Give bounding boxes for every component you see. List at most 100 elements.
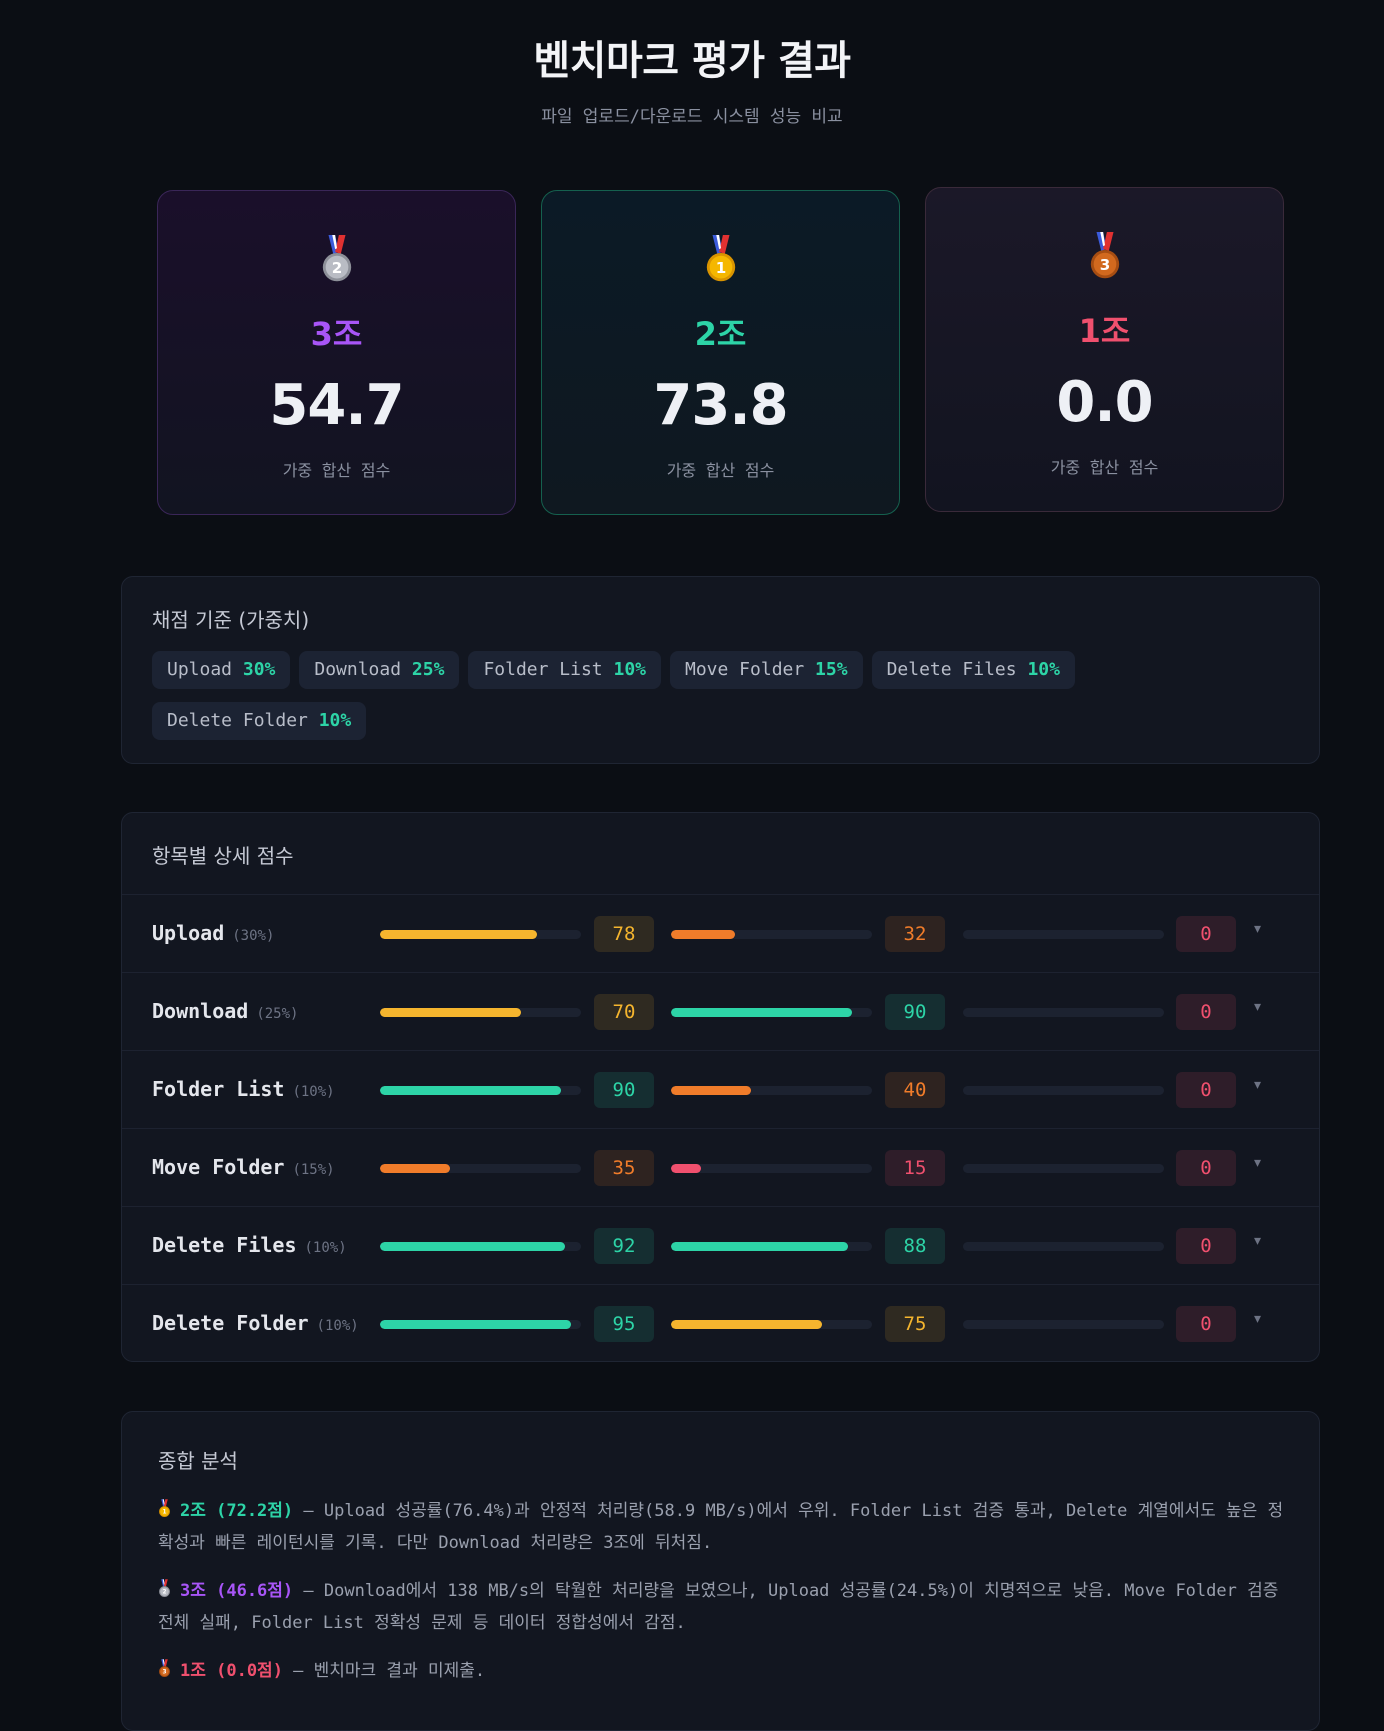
criterion-name: Download: [152, 999, 249, 1023]
svg-text:2: 2: [162, 1590, 166, 1596]
score-badge: 75: [885, 1306, 945, 1342]
chevron-down-icon[interactable]: ▾: [1254, 1155, 1262, 1171]
score-row[interactable]: Upload (30%) 78 32 0 ▾: [122, 894, 1319, 972]
details-panel: 항목별 상세 점수 Upload (30%) 78 32 0 ▾ Download (25%)…: [121, 812, 1320, 1362]
bronze-medal-icon: 3: [926, 232, 1283, 282]
criteria-chip: Folder List 10%: [468, 651, 661, 689]
score-bar-track: [380, 930, 581, 939]
score-bar-track: [380, 1164, 581, 1173]
score-badge: 0: [1176, 1306, 1236, 1342]
score-badge: 78: [594, 916, 654, 952]
score-row[interactable]: Folder List (10%) 90 40 0 ▾: [122, 1050, 1319, 1128]
score-row[interactable]: Download (25%) 70 90 0 ▾: [122, 972, 1319, 1050]
score-bar-fill: [671, 1320, 822, 1329]
score-bar-fill: [671, 1164, 702, 1173]
team-name: 1조: [1078, 312, 1131, 350]
podium-card-first: 1 2조 73.8 가중 합산 점수: [541, 190, 900, 515]
gold-medal-icon: 1: [542, 235, 899, 285]
score-bar-track: [380, 1242, 581, 1251]
analysis-item: 2 3조 (46.6점) — Download에서 138 MB/s의 탁월한 처…: [158, 1575, 1298, 1639]
score-label: 가중 합산 점수: [666, 461, 775, 480]
criteria-name: Upload: [167, 659, 243, 680]
score-bar-fill: [380, 930, 537, 939]
criteria-name: Delete Files: [886, 659, 1028, 680]
score-badge: 32: [885, 916, 945, 952]
criteria-name: Folder List: [483, 659, 614, 680]
score-bar-track: [963, 1086, 1164, 1095]
score-bar-track: [963, 1008, 1164, 1017]
score-row[interactable]: Move Folder (15%) 35 15 0 ▾: [122, 1128, 1319, 1206]
criteria-chip: Delete Files 10%: [871, 651, 1075, 689]
page-subtitle: 파일 업로드/다운로드 시스템 성능 비교: [541, 107, 843, 127]
page-title: 벤치마크 평가 결과: [533, 38, 851, 84]
score-bar-track: [380, 1320, 581, 1329]
criteria-weight: 30%: [242, 659, 276, 680]
score-bar-track: [963, 930, 1164, 939]
score-badge: 40: [885, 1072, 945, 1108]
chevron-down-icon[interactable]: ▾: [1254, 1311, 1262, 1327]
analysis-item: 1 2조 (72.2점) — Upload 성공률(76.4%)과 안정적 처리량…: [158, 1495, 1298, 1559]
podium-card-third: 3 1조 0.0 가중 합산 점수: [925, 187, 1284, 512]
row-name: Download (25%): [152, 999, 298, 1023]
criteria-weight: 10%: [318, 710, 352, 731]
score-badge: 0: [1176, 1228, 1236, 1264]
gold-medal-icon: 1: [158, 1498, 174, 1518]
criteria-weight: 15%: [815, 659, 848, 680]
score-row[interactable]: Delete Folder (10%) 95 75 0 ▾: [122, 1284, 1319, 1362]
criterion-weight: (10%): [304, 1240, 347, 1256]
score-bar-track: [671, 1008, 872, 1017]
score-bar-track: [671, 1164, 872, 1173]
score-bar-fill: [380, 1086, 561, 1095]
criterion-name: Delete Files: [152, 1233, 297, 1257]
criteria-name: Move Folder: [685, 659, 816, 680]
criterion-name: Delete Folder: [152, 1311, 309, 1335]
score-bar-fill: [671, 1008, 852, 1017]
row-name: Folder List (10%): [152, 1077, 335, 1101]
analysis-panel: 종합 분석 1 2조 (72.2점) — Upload 성공률(76.4%)과 안…: [121, 1411, 1320, 1731]
score-badge: 88: [885, 1228, 945, 1264]
score-bar-track: [671, 1320, 872, 1329]
analysis-team: 3조 (46.6점): [180, 1581, 294, 1601]
score-bar-fill: [671, 1086, 752, 1095]
podium-card-second: 2 3조 54.7 가중 합산 점수: [157, 190, 516, 515]
score-badge: 90: [594, 1072, 654, 1108]
team-name: 2조: [694, 315, 747, 353]
team-name: 3조: [310, 315, 363, 353]
analysis-text: — 벤치마크 결과 미제출.: [282, 1661, 486, 1681]
score-bar-track: [380, 1008, 581, 1017]
bronze-medal-icon: 3: [158, 1658, 174, 1678]
criterion-weight: (15%): [292, 1162, 335, 1178]
row-name: Upload (30%): [152, 921, 274, 945]
score-bar-track: [671, 930, 872, 939]
criteria-weight: 10%: [1027, 659, 1060, 680]
score-bar-track: [671, 1086, 872, 1095]
svg-text:1: 1: [715, 259, 726, 277]
analysis-item: 3 1조 (0.0점) — 벤치마크 결과 미제출.: [158, 1655, 1298, 1687]
score-badge: 0: [1176, 994, 1236, 1030]
chevron-down-icon[interactable]: ▾: [1254, 1233, 1262, 1249]
score-badge: 90: [885, 994, 945, 1030]
svg-text:3: 3: [162, 1670, 166, 1676]
score-badge: 35: [594, 1150, 654, 1186]
details-title: 항목별 상세 점수: [152, 844, 294, 868]
criteria-chip: Download 25%: [299, 651, 460, 689]
score-bar-fill: [380, 1008, 521, 1017]
score-bar-fill: [380, 1320, 571, 1329]
score-bar-fill: [380, 1242, 565, 1251]
chevron-down-icon[interactable]: ▾: [1254, 999, 1262, 1015]
analysis-team: 2조 (72.2점): [180, 1501, 294, 1521]
chevron-down-icon[interactable]: ▾: [1254, 921, 1262, 937]
chevron-down-icon[interactable]: ▾: [1254, 1077, 1262, 1093]
score-badge: 0: [1176, 916, 1236, 952]
silver-medal-icon: 2: [158, 235, 515, 285]
criterion-weight: (10%): [292, 1084, 335, 1100]
score-row[interactable]: Delete Files (10%) 92 88 0 ▾: [122, 1206, 1319, 1284]
criteria-weight: 25%: [411, 659, 445, 680]
score-badge: 92: [594, 1228, 654, 1264]
criteria-chip-list: Upload 30% Download 25% Folder List 10% Mov…: [152, 651, 1292, 753]
analysis-text: — Download에서 138 MB/s의 탁월한 처리량을 보였으나, Up…: [158, 1581, 1279, 1633]
score-bar-track: [963, 1242, 1164, 1251]
weighted-score: 73.8: [653, 373, 788, 438]
svg-text:2: 2: [331, 259, 342, 277]
score-label: 가중 합산 점수: [282, 461, 391, 480]
